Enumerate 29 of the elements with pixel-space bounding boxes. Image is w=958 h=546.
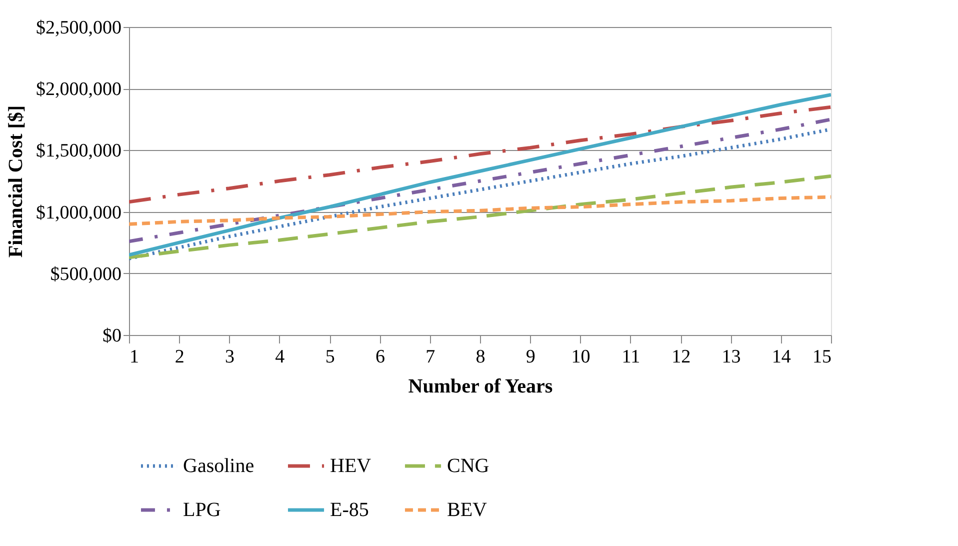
y-tick-label: $1,000,000 — [36, 202, 122, 224]
x-axis-title: Number of Years — [408, 376, 553, 398]
y-tick-label: $1,500,000 — [36, 140, 122, 162]
legend-label: E-85 — [330, 499, 369, 521]
x-tick-label: 8 — [476, 346, 486, 368]
y-tick-label: $2,000,000 — [36, 79, 122, 100]
legend-label: BEV — [447, 499, 488, 521]
x-tick-label: 10 — [571, 346, 590, 368]
x-tick-label: 14 — [772, 346, 792, 368]
x-tick-label: 9 — [526, 346, 536, 368]
y-tick-label: $2,500,000 — [36, 18, 122, 38]
x-tick-label: 4 — [275, 346, 286, 368]
x-tick-label: 3 — [225, 346, 235, 368]
legend-label: Gasoline — [183, 455, 254, 477]
y-tick-label: $500,000 — [50, 264, 122, 285]
y-tick-label: $0 — [102, 326, 122, 346]
x-tick-label: 11 — [622, 346, 640, 368]
legend-label: CNG — [447, 455, 490, 477]
x-tick-label: 12 — [672, 346, 691, 368]
x-tick-label: 13 — [722, 346, 741, 368]
x-tick-label: 2 — [174, 346, 184, 368]
y-axis-title: Financial Cost [$] — [5, 105, 27, 258]
legend-label: LPG — [183, 499, 221, 521]
legend-label: HEV — [330, 455, 372, 477]
x-tick-label: 6 — [375, 346, 385, 368]
x-tick-label: 1 — [130, 346, 139, 368]
x-tick-label: 7 — [426, 346, 436, 368]
x-tick-label: 5 — [325, 346, 335, 368]
x-tick-label: 15 — [812, 346, 832, 368]
